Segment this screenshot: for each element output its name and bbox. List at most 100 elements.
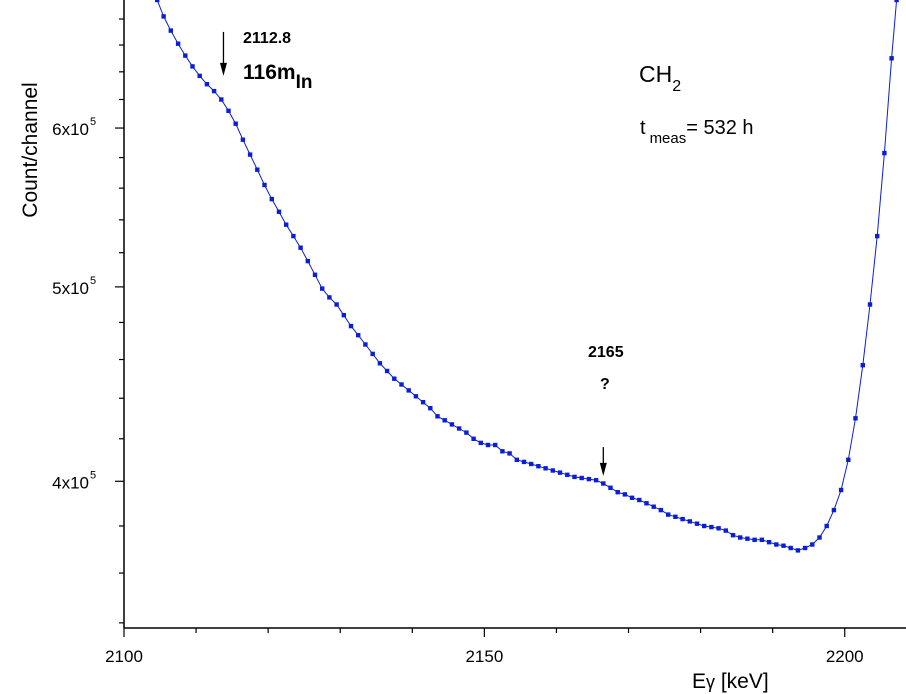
data-point	[176, 42, 180, 46]
data-point	[745, 537, 749, 541]
x-tick-label: 2150	[465, 647, 503, 666]
y-tick-label: 6x10	[52, 120, 89, 139]
data-point	[803, 546, 807, 550]
data-point	[378, 361, 382, 365]
data-point	[515, 458, 519, 462]
y-tick-exponent: 5	[90, 275, 96, 287]
data-point	[616, 490, 620, 494]
data-point	[680, 517, 684, 521]
data-point	[558, 470, 562, 474]
data-point	[334, 302, 338, 306]
data-point	[270, 197, 274, 201]
data-point	[760, 538, 764, 542]
data-point	[306, 259, 310, 263]
data-point	[767, 540, 771, 544]
data-point	[407, 388, 411, 392]
tmeas-value-text: = 532 h	[686, 117, 753, 139]
data-point	[543, 466, 547, 470]
x-axis-title-symbol: γ	[706, 672, 715, 692]
data-point	[868, 302, 872, 306]
data-point	[255, 168, 259, 172]
data-point	[731, 533, 735, 537]
sample-subscript-text: 2	[672, 78, 681, 95]
data-point	[399, 382, 403, 386]
data-point	[500, 449, 504, 453]
data-point	[313, 273, 317, 277]
data-point	[212, 89, 216, 93]
data-point	[349, 324, 353, 328]
data-point	[861, 363, 865, 367]
data-point	[363, 342, 367, 346]
peak-2165-question-mark: ?	[600, 376, 610, 393]
sample-main-text: CH	[639, 61, 672, 87]
data-point	[169, 28, 173, 32]
data-point	[320, 286, 324, 290]
data-point	[587, 477, 591, 481]
data-point	[889, 56, 893, 60]
data-point	[464, 430, 468, 434]
data-point	[716, 526, 720, 530]
data-point	[529, 462, 533, 466]
x-tick-label: 2200	[826, 647, 864, 666]
isotope-element-text: In	[296, 72, 313, 93]
data-point	[277, 210, 281, 214]
data-point	[659, 508, 663, 512]
data-point	[738, 535, 742, 539]
data-point	[371, 352, 375, 356]
data-point	[565, 473, 569, 477]
data-point	[752, 538, 756, 542]
data-point	[796, 548, 800, 552]
data-point	[291, 234, 295, 238]
isotope-mass-text: 116m	[243, 61, 296, 84]
data-point	[832, 508, 836, 512]
tmeas-t-text: t	[640, 117, 646, 139]
data-point	[262, 183, 266, 187]
data-point	[392, 377, 396, 381]
data-point	[817, 535, 821, 539]
data-point	[471, 437, 475, 441]
data-point	[875, 234, 879, 238]
data-point	[695, 522, 699, 526]
data-point	[356, 333, 360, 337]
data-point	[673, 515, 677, 519]
sample-label: CH2	[639, 61, 681, 95]
data-point	[774, 542, 778, 546]
x-axis-title: Eγ [keV]	[692, 670, 769, 693]
y-tick-exponent: 5	[90, 469, 96, 481]
y-tick-label: 5x10	[52, 279, 89, 298]
data-point	[839, 488, 843, 492]
y-tick-label: 4x10	[52, 473, 89, 492]
data-point	[183, 53, 187, 57]
data-point	[161, 14, 165, 18]
peak-2112-arrowhead	[220, 63, 227, 76]
data-point	[414, 394, 418, 398]
data-point	[234, 122, 238, 126]
data-point	[853, 416, 857, 420]
data-point	[894, 0, 898, 2]
data-point	[781, 544, 785, 548]
data-point	[551, 468, 555, 472]
x-axis-title-main: E	[692, 670, 706, 693]
data-point	[594, 478, 598, 482]
x-axis-title-unit: [keV]	[715, 670, 769, 693]
data-point	[435, 414, 439, 418]
peak-2112-isotope-label: 116mIn	[243, 61, 312, 93]
data-point	[644, 501, 648, 505]
axes: 2100 2150 22004x10 55x10 56x10 5	[52, 0, 906, 666]
data-point	[666, 512, 670, 516]
data-point	[522, 460, 526, 464]
data-point	[219, 97, 223, 101]
data-point	[479, 441, 483, 445]
data-point	[580, 476, 584, 480]
data-point	[248, 152, 252, 156]
data-point	[493, 443, 497, 447]
data-point	[825, 524, 829, 528]
data-point	[536, 464, 540, 468]
peak-2165-arrowhead	[600, 463, 607, 476]
data-point	[298, 246, 302, 250]
data-point	[421, 400, 425, 404]
y-tick-exponent: 5	[90, 116, 96, 128]
data-point	[190, 64, 194, 68]
data-point	[327, 295, 331, 299]
data-point	[385, 369, 389, 373]
